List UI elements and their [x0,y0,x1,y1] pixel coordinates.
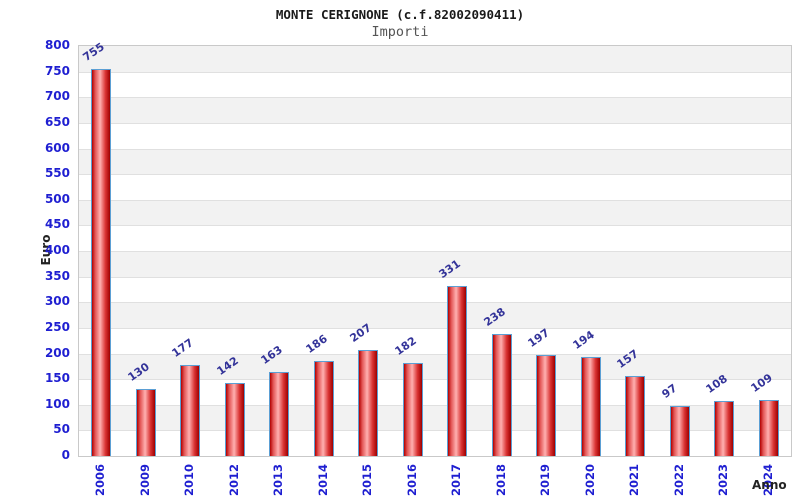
chart-subtitle: Importi [371,24,429,40]
x-tick-label: 2010 [182,463,197,497]
bar-2009 [135,389,156,456]
background-band [79,225,791,251]
background-band [79,302,791,328]
grid-line [79,174,791,176]
bar-2015 [358,349,379,456]
grid-line [79,225,791,227]
x-tick-label: 2014 [315,463,330,497]
background-band [79,148,791,175]
background-band [79,174,791,200]
y-tick-label: 500 [44,191,70,206]
y-tick-label: 250 [44,319,70,334]
y-tick-label: 50 [53,422,70,437]
y-tick-label: 450 [44,217,70,232]
bar-2023 [714,400,735,456]
background-band [79,276,791,303]
y-tick-label: 350 [44,268,70,283]
background-band [79,97,791,123]
grid-line [79,302,791,304]
x-tick-label: 2006 [93,463,108,497]
plot-area: 755 130 177 142 163 186 207 182 331 238 197 194 157 9… [78,40,792,457]
grid-line [79,71,791,73]
grid-line [79,379,791,381]
x-tick-label: 2018 [493,463,508,497]
bar-2021 [625,375,646,456]
x-tick-label: 2019 [538,463,553,497]
y-tick-label: 150 [44,371,70,386]
y-tick-label: 650 [44,114,70,129]
bar-2019 [536,355,557,456]
background-band [79,71,791,98]
y-tick-label: 0 [61,448,70,462]
grid-line [79,430,791,432]
grid-line [79,122,791,124]
bar-2006 [91,69,112,456]
y-tick-label: 100 [44,396,70,411]
y-tick-label: 200 [44,345,70,360]
y-tick-label: 750 [44,63,70,78]
y-tick-label: 550 [44,166,70,181]
grid-line [79,353,791,355]
x-tick-label: 2015 [360,463,375,497]
grid-line [79,327,791,329]
bar-2022 [669,406,690,456]
grid-line [79,199,791,201]
bar-2017 [447,286,468,456]
bar-2018 [491,334,512,456]
bar-2010 [180,365,201,456]
grid-line [79,276,791,278]
x-tick-label: 2009 [137,463,152,497]
background-band [79,251,791,277]
chart-title: MONTE CERIGNONE (c.f.82002090411) [275,7,525,22]
x-axis-title: Anno [752,478,787,492]
x-tick-label: 2022 [671,463,686,497]
y-tick-label: 400 [44,243,70,257]
bar-2013 [269,372,290,456]
bar-2020 [580,356,601,456]
bar-2016 [402,362,423,456]
background-band [79,122,791,149]
x-tick-label: 2020 [582,463,597,497]
x-tick-label: 2021 [627,463,642,497]
y-tick-label: 600 [44,140,70,155]
background-band [79,327,791,354]
grid-line [79,404,791,406]
x-tick-label: 2016 [404,463,419,497]
bar-2024 [758,400,779,456]
x-tick-label: 2017 [449,463,464,497]
background-band [79,199,791,226]
grid-line [79,97,791,99]
x-tick-label: 2013 [271,463,286,497]
bar-2014 [313,360,334,456]
grid-line [79,148,791,150]
y-tick-label: 800 [44,38,70,52]
y-tick-label: 700 [44,89,70,104]
x-tick-label: 2023 [716,463,731,497]
bar-2012 [224,383,245,456]
grid-line [79,251,791,252]
x-tick-label: 2012 [226,463,241,497]
y-tick-label: 300 [44,294,70,309]
background-band [79,46,791,72]
